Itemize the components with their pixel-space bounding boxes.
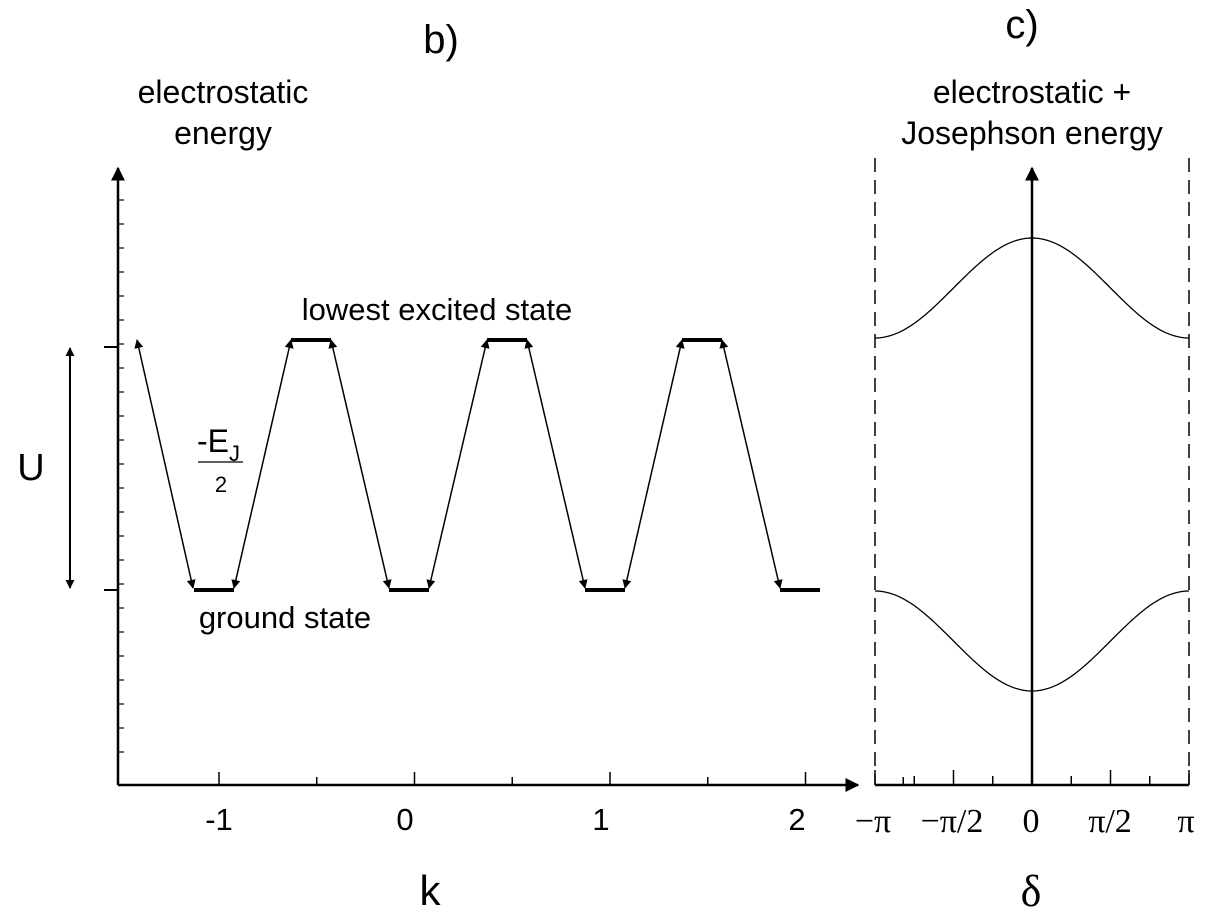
x-tick-label-2: 2 — [788, 802, 805, 837]
panel-c: c) electrostatic + Josephson energy −π −… — [855, 3, 1195, 916]
y-axis-label-u: U — [17, 447, 44, 489]
x-ticks — [218, 772, 904, 785]
panel-c-title-line2: Josephson energy — [901, 115, 1163, 151]
c-tick-label-neg-pi: −π — [855, 803, 891, 840]
c-tick-label-neg-half-pi: −π/2 — [921, 803, 984, 840]
coupling-arrows — [134, 339, 783, 589]
coupling-arrow — [134, 339, 196, 589]
panel-b-title-line1: electrostatic — [138, 74, 309, 110]
excited-state-label: lowest excited state — [302, 292, 573, 327]
ground-state-label: ground state — [199, 600, 371, 635]
panel-b-label: b) — [423, 18, 459, 62]
coupling-fraction: -EJ 2 — [197, 423, 243, 497]
panel-b-title-line2: energy — [174, 115, 272, 151]
coupling-arrow — [719, 339, 783, 589]
x-axis-label-delta: δ — [1021, 867, 1042, 916]
panel-c-title-line1: electrostatic + — [933, 74, 1131, 110]
c-tick-label-half-pi: π/2 — [1088, 803, 1132, 840]
lower-band-curve — [874, 590, 1190, 692]
upper-band-curve — [874, 237, 1190, 339]
coupling-arrow — [622, 339, 685, 589]
x-tick-label-neg1: -1 — [205, 802, 233, 837]
coupling-arrow — [524, 339, 588, 589]
x-axis-label-k: k — [420, 867, 442, 914]
coupling-arrow — [231, 339, 294, 589]
y-minor-ticks — [118, 199, 124, 753]
c-tick-label-0: 0 — [1023, 803, 1040, 840]
c-tick-label-pi: π — [1177, 803, 1194, 840]
x-tick-label-1: 1 — [592, 802, 609, 837]
c-x-ticks — [874, 770, 1190, 785]
coupling-arrow — [328, 339, 392, 589]
coupling-denominator: 2 — [215, 472, 227, 497]
x-tick-label-0: 0 — [396, 802, 413, 837]
coupling-arrow — [426, 339, 490, 589]
panel-c-label: c) — [1005, 3, 1038, 47]
coupling-numerator: -EJ — [197, 423, 240, 466]
panel-b: b) electrostatic energy -1 0 1 2 k U — [17, 18, 904, 914]
